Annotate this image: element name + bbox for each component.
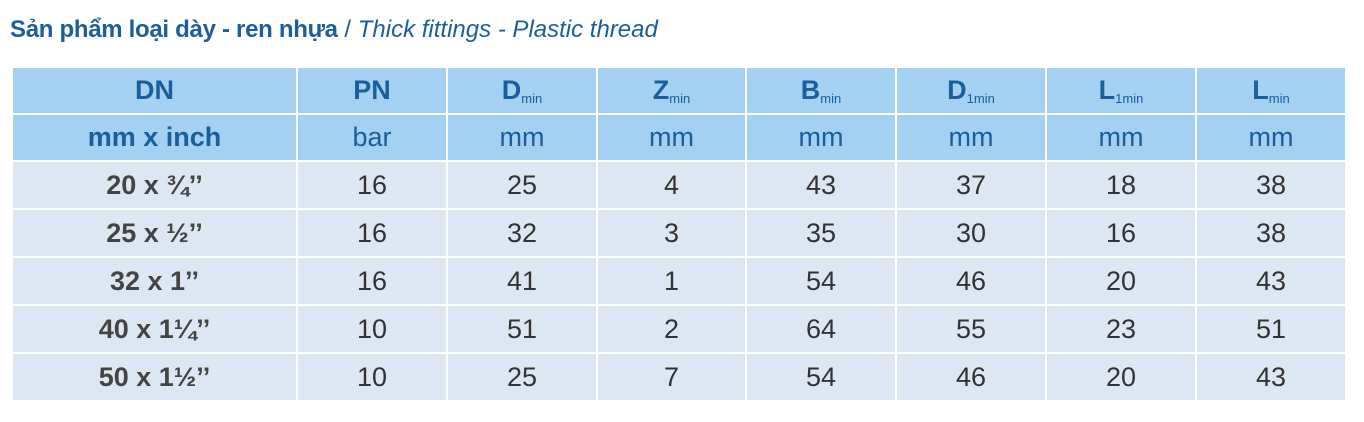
data-row: 25 x ½’’ 16 32 3 35 30 16 38 [11, 208, 1347, 258]
title-separator: / [344, 16, 352, 43]
data-cell: 20 [1045, 256, 1197, 306]
header-label: PN [353, 75, 391, 105]
data-cell: 16 [296, 256, 448, 306]
data-row: 32 x 1’’ 16 41 1 54 46 20 43 [11, 256, 1347, 306]
data-row: 50 x 1½’’ 10 25 7 54 46 20 43 [11, 352, 1347, 402]
data-cell: 64 [745, 304, 897, 354]
data-cell: 54 [745, 256, 897, 306]
data-cell: 16 [1045, 208, 1197, 258]
data-cell: 40 x 1¼’’ [11, 304, 298, 354]
data-cell: 25 [446, 352, 598, 402]
header-cell: L1min [1045, 66, 1197, 115]
header-label: L [1098, 75, 1116, 105]
header-subscript: 1min [966, 91, 995, 106]
title-vi: Sản phẩm loại dày - ren nhựa [10, 16, 338, 43]
data-cell: 4 [596, 160, 747, 210]
data-cell: 35 [745, 208, 897, 258]
unit-cell: mm [446, 113, 598, 162]
header-cell: Lmin [1195, 66, 1347, 115]
header-subscript: min [1268, 91, 1290, 106]
unit-cell: mm [1195, 113, 1347, 162]
data-cell: 23 [1045, 304, 1197, 354]
header-cell: D1min [895, 66, 1047, 115]
header-cell: Zmin [596, 66, 747, 115]
data-cell: 41 [446, 256, 598, 306]
unit-cell: mm [1045, 113, 1197, 162]
data-cell: 43 [745, 160, 897, 210]
data-cell: 3 [596, 208, 747, 258]
data-cell: 38 [1195, 208, 1347, 258]
data-cell: 16 [296, 208, 448, 258]
data-cell: 10 [296, 352, 448, 402]
header-cell: Dmin [446, 66, 598, 115]
header-subscript: 1min [1115, 91, 1144, 106]
header-cell: Bmin [745, 66, 897, 115]
data-cell: 46 [895, 256, 1047, 306]
header-row: DN PN Dmin Zmin Bmin D1min L1min Lmin [11, 66, 1347, 115]
data-cell: 30 [895, 208, 1047, 258]
header-cell: PN [296, 66, 448, 115]
data-cell: 20 x ¾’’ [11, 160, 298, 210]
data-cell: 54 [745, 352, 897, 402]
data-cell: 51 [446, 304, 598, 354]
header-label: DN [135, 75, 174, 105]
units-row: mm x inch bar mm mm mm mm mm mm [11, 113, 1347, 162]
header-label: L [1252, 75, 1269, 105]
data-cell: 16 [296, 160, 448, 210]
unit-cell: mm [745, 113, 897, 162]
unit-cell: mm [895, 113, 1047, 162]
title: Sản phẩm loại dày - ren nhựa / Thick fit… [10, 16, 658, 44]
data-cell: 37 [895, 160, 1047, 210]
data-cell: 43 [1195, 256, 1347, 306]
data-row: 20 x ¾’’ 16 25 4 43 37 18 38 [11, 160, 1347, 210]
data-cell: 25 [446, 160, 598, 210]
header-label: Z [652, 75, 670, 105]
data-row: 40 x 1¼’’ 10 51 2 64 55 23 51 [11, 304, 1347, 354]
title-en: Thick fittings - Plastic thread [357, 16, 658, 43]
unit-cell: mm x inch [11, 113, 298, 162]
header-cell: DN [11, 66, 298, 115]
data-cell: 1 [596, 256, 747, 306]
data-cell: 10 [296, 304, 448, 354]
data-cell: 55 [895, 304, 1047, 354]
data-cell: 2 [596, 304, 747, 354]
data-cell: 20 [1045, 352, 1197, 402]
data-cell: 43 [1195, 352, 1347, 402]
data-cell: 18 [1045, 160, 1197, 210]
unit-cell: bar [296, 113, 448, 162]
data-cell: 38 [1195, 160, 1347, 210]
data-cell: 51 [1195, 304, 1347, 354]
header-subscript: min [669, 91, 691, 106]
data-cell: 46 [895, 352, 1047, 402]
header-label: D [947, 75, 967, 105]
header-label: D [501, 75, 522, 105]
data-cell: 25 x ½’’ [11, 208, 298, 258]
spec-table: DN PN Dmin Zmin Bmin D1min L1min Lmin mm x inch b… [11, 66, 1347, 402]
header-label: B [800, 75, 821, 105]
header-subscript: min [820, 91, 842, 106]
data-cell: 50 x 1½’’ [11, 352, 298, 402]
unit-cell: mm [596, 113, 747, 162]
data-cell: 7 [596, 352, 747, 402]
data-cell: 32 [446, 208, 598, 258]
header-subscript: min [521, 91, 543, 106]
data-cell: 32 x 1’’ [11, 256, 298, 306]
